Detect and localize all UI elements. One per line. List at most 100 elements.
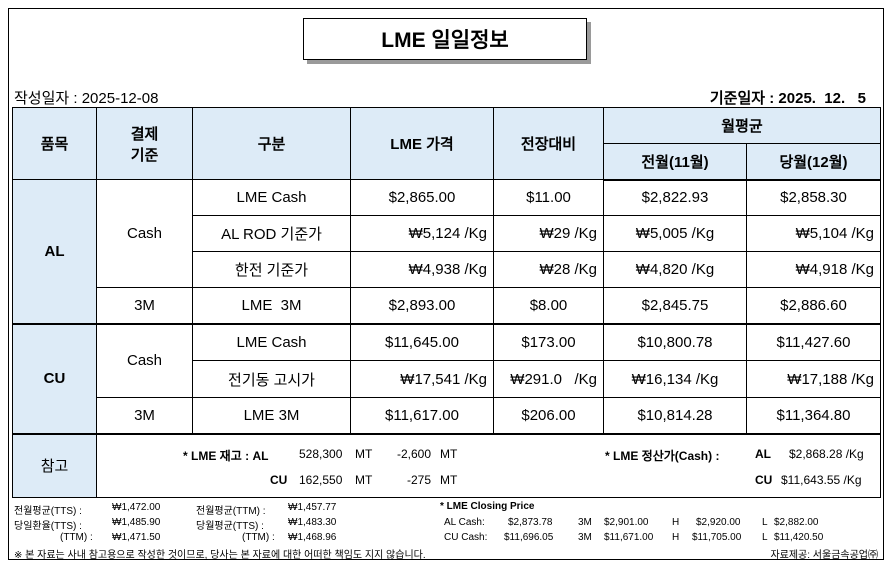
- disclaimer: ※ 본 자료는 사내 참고용으로 작성한 것이므로, 당사는 본 자료에 대한 …: [14, 550, 426, 561]
- header-settle-line1: 결제: [130, 125, 159, 143]
- prev-month-cell: $10,800.78: [603, 322, 747, 361]
- this-month-cell: ₩4,918 /Kg: [746, 251, 881, 288]
- price-cell: $2,865.00: [350, 179, 494, 216]
- table-row: 한전 기준가 ₩4,938 /Kg ₩28 /Kg ₩4,820 /Kg ₩4,…: [13, 251, 881, 288]
- table-row: 전기동 고시가 ₩17,541 /Kg ₩291.0 /Kg ₩16,134 /…: [13, 360, 881, 398]
- change-cell: ₩291.0 /Kg: [493, 360, 604, 398]
- header-item: 품목: [12, 107, 97, 180]
- prev-avg-ttm-label: 전월평균(TTM) :: [196, 506, 266, 517]
- closing-price-title: * LME Closing Price: [440, 501, 535, 512]
- price-table: 품목 결제 기준 구분 LME 가격 전장대비 월평균 전월(11월) 당월(1…: [12, 107, 881, 498]
- item-al: AL: [12, 179, 97, 324]
- stock-al-change-unit: MT: [440, 446, 458, 461]
- stock-al-change: -2,600: [397, 446, 432, 461]
- header-settle-line2: 기준: [130, 146, 159, 164]
- change-cell: $8.00: [493, 287, 604, 324]
- category-cell: 한전 기준가: [192, 251, 351, 288]
- closing-al-l-label: L: [762, 517, 768, 528]
- category-cell: LME 3M: [192, 397, 351, 434]
- written-date: 작성일자 : 2025-12-08: [14, 87, 158, 108]
- category-cell: LME Cash: [192, 179, 351, 216]
- reference-area: * LME 재고 : AL 528,300 MT -2,600 MT CU 16…: [96, 432, 881, 498]
- prev-month-cell: $2,845.75: [603, 287, 747, 324]
- settle-cu-value: $11,643.55 /Kg: [781, 472, 862, 487]
- stock-al-unit: MT: [355, 446, 373, 461]
- this-month-cell: $11,364.80: [746, 397, 881, 434]
- report-title: LME 일일정보: [303, 18, 587, 60]
- cur-avg-ttm-value: ₩1,468.96: [288, 532, 337, 543]
- this-month-cell: $2,858.30: [746, 179, 881, 216]
- table-row: AL Cash LME Cash $2,865.00 $11.00 $2,822…: [12, 179, 881, 324]
- header-this-month: 당월(12월): [746, 143, 881, 181]
- closing-al-cash-label: AL Cash:: [444, 517, 485, 528]
- closing-cu-cash: $11,696.05: [504, 532, 554, 543]
- change-cell: ₩28 /Kg: [493, 251, 604, 288]
- header-category: 구분: [192, 107, 351, 180]
- cur-avg-tts-label: 당월평균(TTS) :: [196, 521, 264, 532]
- header-settle: 결제 기준: [96, 107, 193, 180]
- change-cell: $11.00: [493, 179, 604, 216]
- change-cell: $206.00: [493, 397, 604, 434]
- price-cell: $2,893.00: [350, 287, 494, 324]
- prev-avg-tts-label: 전월평균(TTS) :: [14, 506, 82, 517]
- prev-avg-ttm-value: ₩1,457.77: [288, 502, 337, 513]
- category-cell: AL ROD 기준가: [192, 215, 351, 252]
- settle-title-text: * LME 정산가(Cash) :: [605, 448, 720, 463]
- header-change: 전장대비: [493, 107, 604, 180]
- stock-title: * LME 재고 :: [183, 448, 250, 463]
- written-date-value: 2025-12-08: [81, 90, 159, 107]
- stock-cu-name: CU: [270, 473, 287, 487]
- this-month-cell: ₩17,188 /Kg: [746, 360, 881, 398]
- closing-al-h: $2,920.00: [696, 517, 741, 528]
- closing-al-cash: $2,873.78: [508, 517, 553, 528]
- header-monthly-avg: 월평균: [603, 107, 881, 144]
- stock-cu-unit: MT: [355, 472, 373, 487]
- stock-cu-qty: 162,550: [299, 472, 343, 487]
- header-lme-price: LME 가격: [350, 107, 494, 180]
- cur-avg-tts-value: ₩1,483.30: [288, 517, 337, 528]
- settle-al-value: $2,868.28 /Kg: [789, 446, 864, 461]
- settle-cash: Cash: [96, 179, 193, 288]
- today-rate-ttm-value: ₩1,471.50: [112, 532, 161, 543]
- header-prev-month: 전월(11월): [603, 143, 747, 181]
- today-rate-tts-value: ₩1,485.90: [112, 517, 161, 528]
- data-source: 자료제공: 서울금속공업㈜: [770, 550, 878, 561]
- settle-al-name: AL: [755, 447, 771, 461]
- price-cell: $11,617.00: [350, 397, 494, 434]
- stock-cu-change-unit: MT: [440, 472, 458, 487]
- prev-month-cell: ₩4,820 /Kg: [603, 251, 747, 288]
- prev-month-cell: ₩5,005 /Kg: [603, 215, 747, 252]
- closing-al-3m: $2,901.00: [604, 517, 649, 528]
- price-cell: $11,645.00: [350, 322, 494, 361]
- today-rate-tts-label: 당일환율(TTS) :: [14, 521, 82, 532]
- closing-cu-cash-label: CU Cash:: [444, 532, 488, 543]
- stock-al-qty: 528,300: [299, 446, 343, 461]
- closing-cu-h: $11,705.00: [692, 532, 742, 543]
- reference-row: 참고 * LME 재고 : AL 528,300 MT -2,600 MT CU…: [12, 432, 881, 498]
- this-month-cell: $2,886.60: [746, 287, 881, 324]
- this-month-cell: ₩5,104 /Kg: [746, 215, 881, 252]
- prev-month-cell: $10,814.28: [603, 397, 747, 434]
- base-date: 기준일자 : 2025. 12. 5: [710, 87, 866, 108]
- stock-al-name: AL: [252, 448, 269, 463]
- closing-cu-h-label: H: [672, 532, 680, 543]
- this-month-cell: $11,427.60: [746, 322, 881, 361]
- stock-cu-label: CU: [270, 472, 288, 487]
- category-cell: 전기동 고시가: [192, 360, 351, 398]
- change-cell: $173.00: [493, 322, 604, 361]
- settle-al-label: AL: [755, 446, 771, 461]
- table-row: CU Cash LME Cash $11,645.00 $173.00 $10,…: [12, 322, 881, 434]
- prev-month-cell: $2,822.93: [603, 179, 747, 216]
- price-cell: ₩17,541 /Kg: [350, 360, 494, 398]
- closing-al-h-label: H: [672, 517, 680, 528]
- cur-avg-ttm-label: (TTM) :: [242, 532, 275, 543]
- closing-cu-l: $11,420.50: [774, 532, 824, 543]
- closing-al-3m-label: 3M: [578, 517, 592, 528]
- prev-month-cell: ₩16,134 /Kg: [603, 360, 747, 398]
- closing-cu-3m-label: 3M: [578, 532, 592, 543]
- stock-cu-change: -275: [407, 472, 432, 487]
- base-date-value: 2025. 12. 5: [778, 90, 866, 107]
- item-cu: CU: [12, 322, 97, 434]
- settle-3m: 3M: [96, 287, 193, 324]
- prev-avg-tts-value: ₩1,472.00: [112, 502, 161, 513]
